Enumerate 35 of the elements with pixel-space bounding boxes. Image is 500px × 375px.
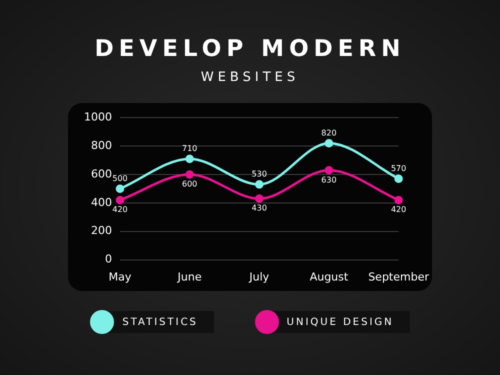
point xyxy=(185,170,194,179)
x-tick-label: August xyxy=(310,270,349,284)
data-label: 420 xyxy=(112,205,128,214)
x-tick-label: May xyxy=(108,270,132,284)
legend-label: UNIQUE DESIGN xyxy=(286,316,394,328)
point xyxy=(185,154,194,164)
point xyxy=(255,180,264,189)
chart-title: DEVELOP MODERN xyxy=(94,36,406,62)
point xyxy=(324,166,334,174)
data-label: 570 xyxy=(390,164,406,173)
data-label: 430 xyxy=(252,204,267,213)
point xyxy=(394,174,403,183)
point xyxy=(116,196,124,204)
data-label: 600 xyxy=(182,180,198,189)
data-label: 420 xyxy=(390,205,406,214)
data-label: 500 xyxy=(112,174,128,183)
y-tick-label: 0 xyxy=(104,252,112,266)
y-tick-label: 600 xyxy=(90,167,112,180)
point xyxy=(394,196,403,204)
legend-label: STATISTICS xyxy=(122,316,198,328)
data-label: 630 xyxy=(321,175,337,184)
x-tick-label: July xyxy=(248,270,270,284)
point xyxy=(116,184,124,193)
x-tick-label: September xyxy=(368,270,430,284)
y-tick-label: 400 xyxy=(90,196,112,209)
point xyxy=(255,194,264,203)
data-label: 710 xyxy=(182,144,198,153)
chart-subtitle: WEBSITES xyxy=(200,70,300,85)
point xyxy=(324,138,334,148)
x-tick-label: June xyxy=(176,270,202,284)
y-tick-label: 1000 xyxy=(84,110,112,124)
y-tick-label: 800 xyxy=(90,138,112,152)
y-tick-label: 200 xyxy=(90,224,112,238)
data-label: 820 xyxy=(321,128,337,138)
data-label: 530 xyxy=(252,170,267,179)
